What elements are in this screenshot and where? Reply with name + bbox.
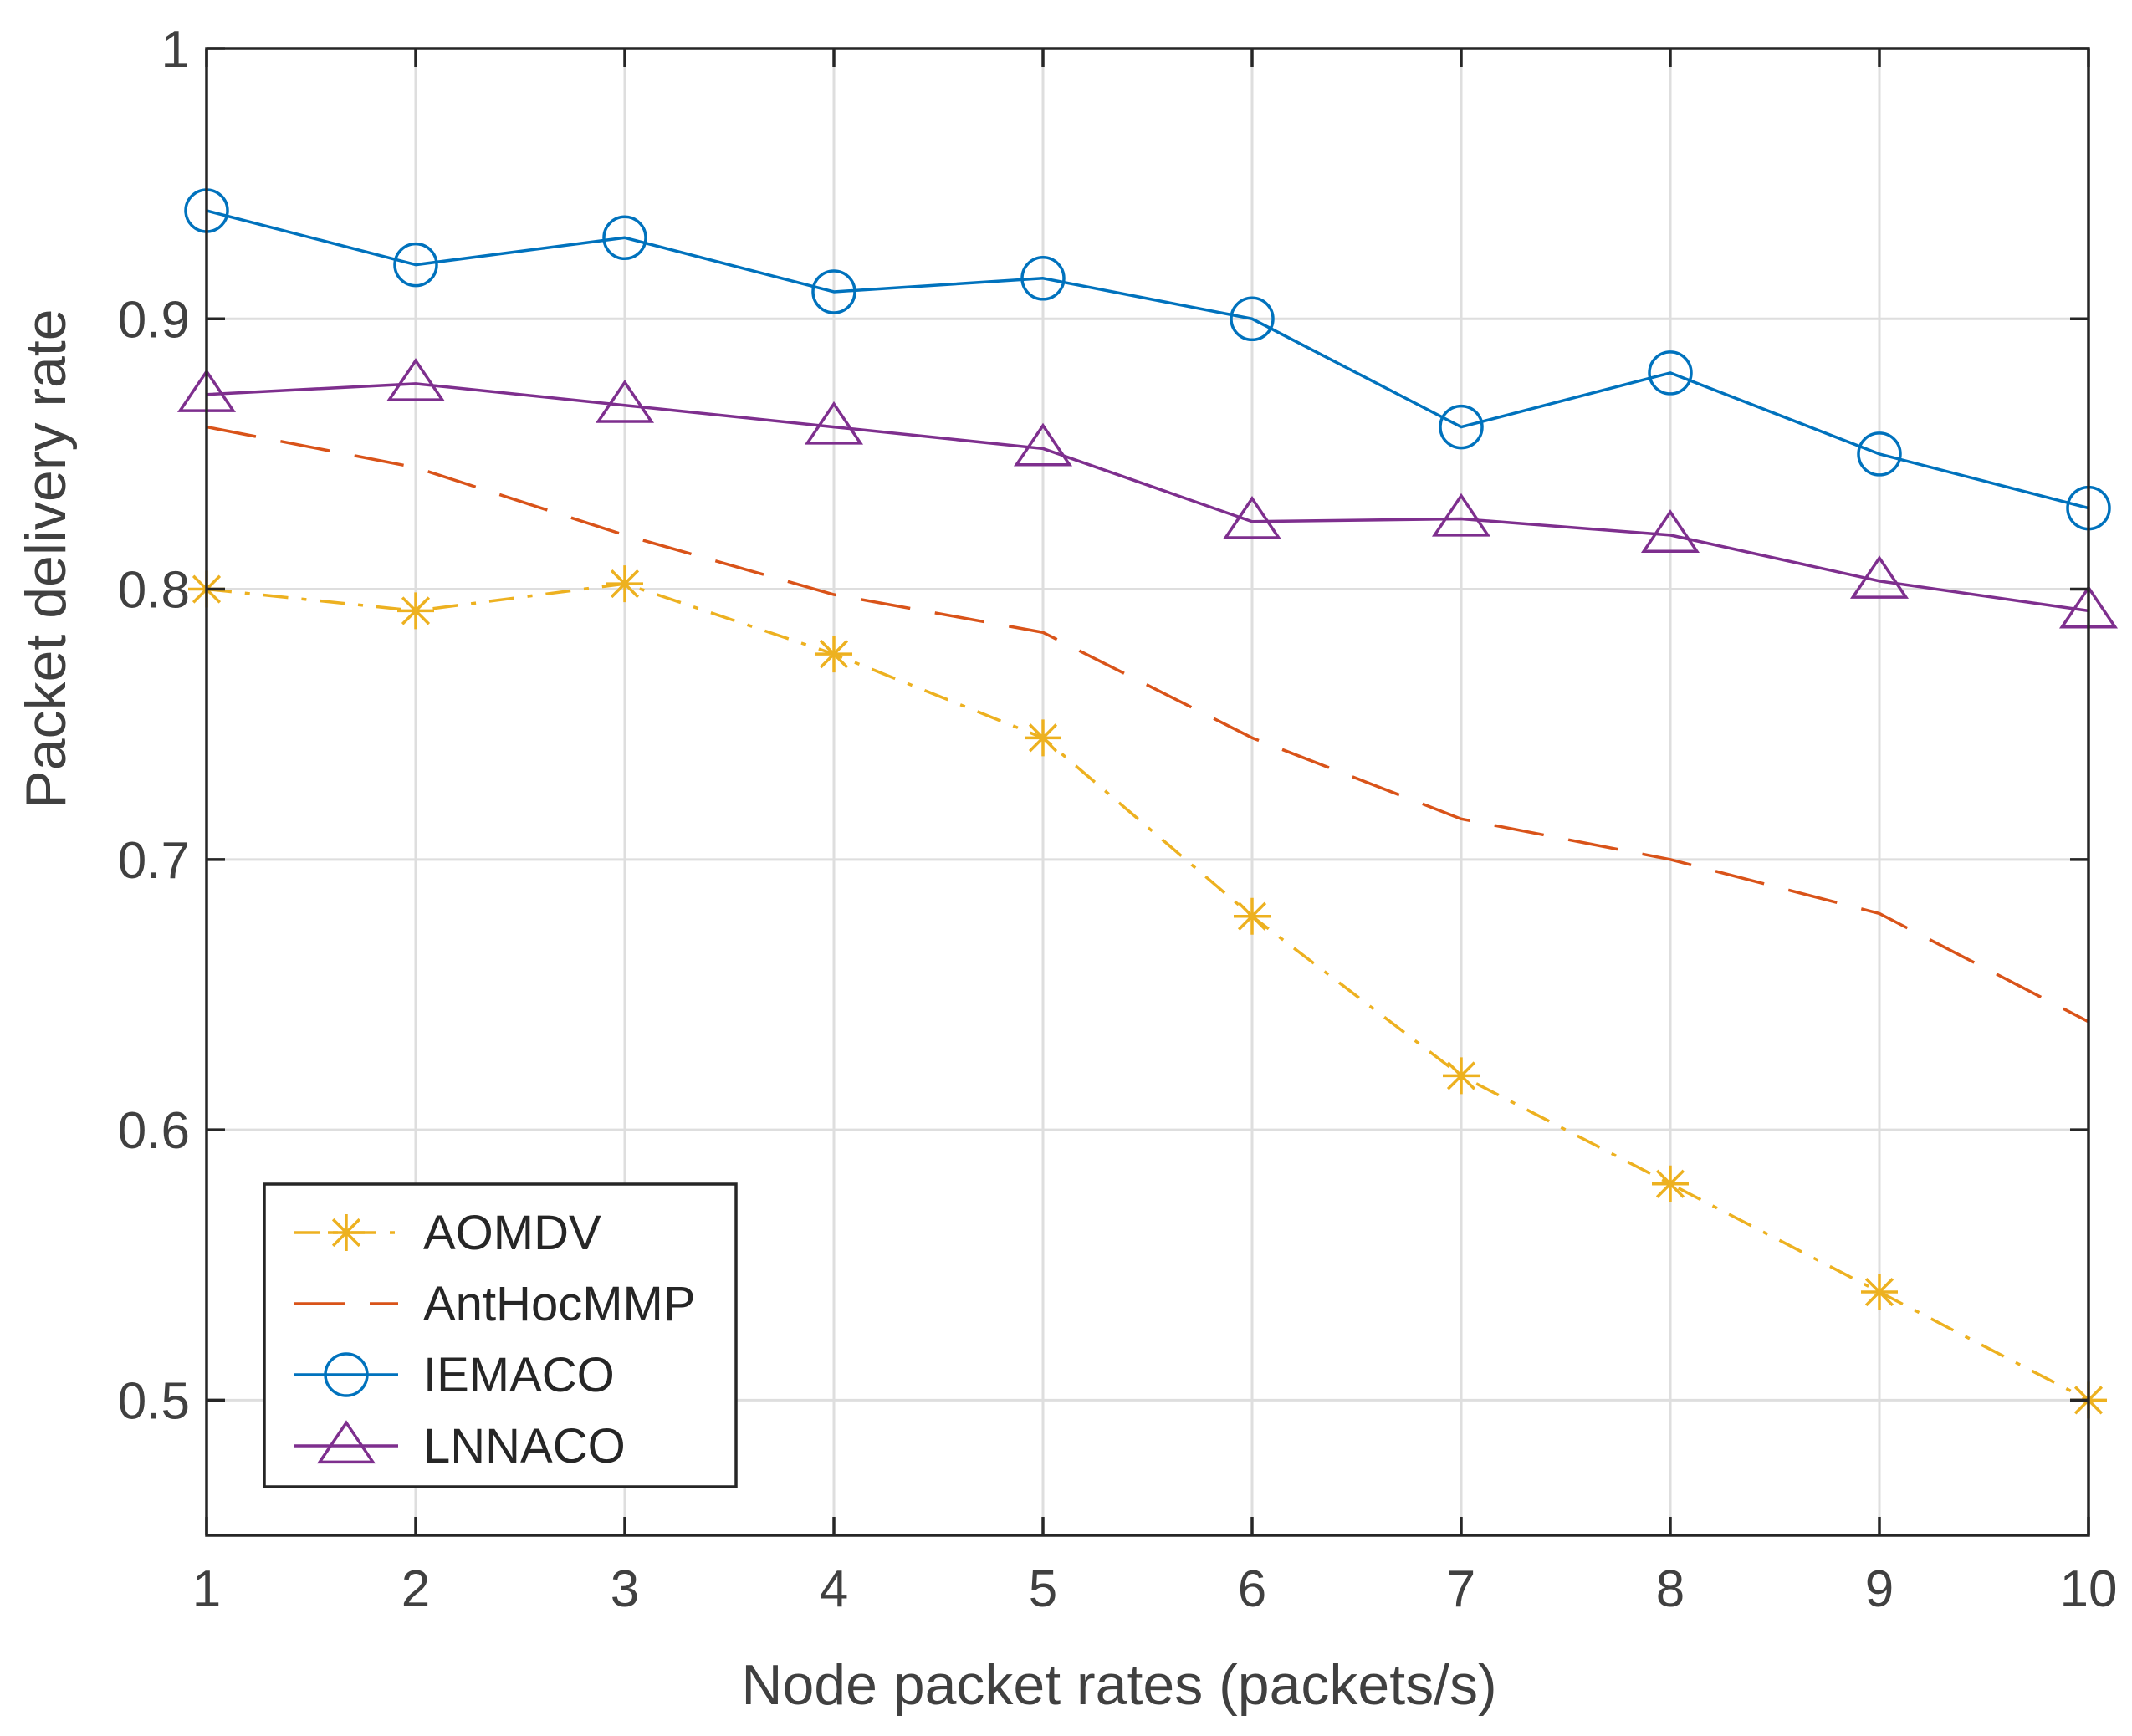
data-point	[1431, 493, 1491, 537]
series-layer	[176, 188, 2119, 1419]
data-point	[1861, 1274, 1898, 1311]
y-tick-label: 0.5	[118, 1372, 190, 1430]
x-tick-label: 6	[1238, 1560, 1266, 1618]
data-point	[386, 358, 446, 401]
legend-label: AntHocMMP	[423, 1277, 696, 1331]
x-axis-label: Node packet rates (packets/s)	[741, 1653, 1496, 1717]
series-line	[206, 382, 2089, 613]
legend-item: AntHocMMP	[294, 1277, 696, 1331]
series-lnnaco	[176, 358, 2119, 629]
data-point	[1013, 422, 1073, 467]
legend-label: AOMDV	[423, 1206, 601, 1260]
data-point	[811, 269, 856, 314]
y-tick-label: 0.8	[118, 562, 190, 620]
series-line	[206, 425, 2089, 1024]
y-tick-label: 0.6	[118, 1102, 190, 1160]
data-point	[1443, 1057, 1480, 1095]
x-tick-label: 8	[1656, 1560, 1685, 1618]
legend-item: AOMDV	[294, 1206, 601, 1260]
data-point	[1230, 296, 1275, 342]
data-point	[1648, 350, 1693, 396]
x-tick-label: 7	[1447, 1560, 1475, 1618]
x-tick-label: 10	[2060, 1560, 2118, 1618]
x-tick-label: 2	[401, 1560, 430, 1618]
legend-marker	[316, 1420, 376, 1464]
series-line	[206, 209, 2089, 510]
y-tick-label: 0.9	[118, 291, 190, 349]
data-point	[606, 565, 643, 603]
legend-label: IEMACO	[423, 1348, 615, 1402]
data-point	[595, 379, 655, 423]
data-point	[1652, 1165, 1689, 1202]
y-tick-label: 0.7	[118, 832, 190, 890]
data-point	[804, 401, 864, 445]
x-tick-label: 3	[611, 1560, 639, 1618]
series-anthocmmp	[206, 425, 2089, 1024]
axes	[205, 47, 2090, 1537]
legend: AOMDV AntHocMMP IEMACO LNNACO	[263, 1182, 738, 1488]
data-point	[393, 242, 438, 288]
legend-item: LNNACO	[294, 1419, 626, 1473]
data-point	[397, 592, 434, 630]
data-point	[1439, 404, 1484, 450]
data-point	[1849, 555, 1910, 599]
tick-labels: 1 2 3 4 5 6 7 8 9 10 0.5 0.6 0.7 0.8 0.9 1	[118, 21, 2118, 1618]
legend-item: IEMACO	[294, 1348, 615, 1402]
y-tick-label: 1	[161, 21, 190, 79]
data-point	[815, 636, 852, 673]
data-point	[1025, 719, 1061, 757]
data-point	[1640, 509, 1700, 553]
data-point	[1857, 431, 1902, 477]
y-axis-label: Packet delivery rate	[14, 309, 78, 808]
data-point	[602, 215, 647, 261]
x-tick-label: 4	[820, 1560, 848, 1618]
data-point	[1020, 256, 1066, 301]
legend-marker	[324, 1352, 369, 1397]
data-point	[1222, 496, 1282, 539]
x-tick-label: 1	[192, 1560, 221, 1618]
plot-frame	[205, 47, 2090, 1537]
x-tick-label: 9	[1865, 1560, 1894, 1618]
legend-marker	[328, 1214, 365, 1251]
x-tick-label: 5	[1029, 1560, 1057, 1618]
legend-label: LNNACO	[423, 1419, 626, 1473]
data-point	[1234, 897, 1271, 935]
